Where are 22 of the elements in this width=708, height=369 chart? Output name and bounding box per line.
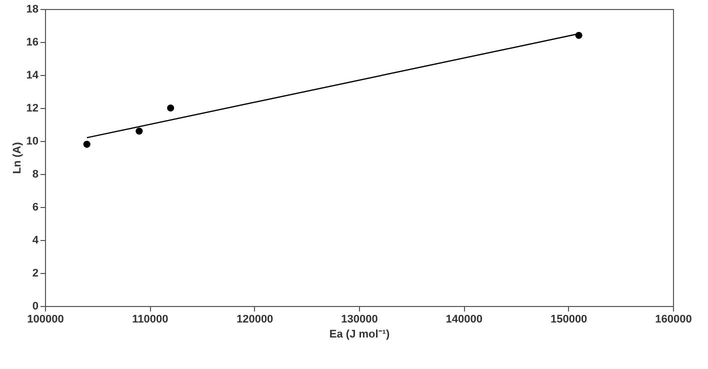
x-tick-label: 100000 <box>27 314 64 326</box>
y-axis-title: Ln (A) <box>11 142 24 174</box>
x-axis-title: Ea (J mol⁻¹) <box>329 328 390 340</box>
y-tick-label: 0 <box>32 300 38 312</box>
x-tick-label: 120000 <box>236 314 274 326</box>
x-tick-label: 110000 <box>132 314 168 326</box>
y-tick-label: 10 <box>26 136 38 148</box>
point <box>83 140 90 148</box>
point <box>167 104 174 112</box>
y-tick-label: 16 <box>26 36 38 48</box>
x-tick-label: 140000 <box>446 314 483 326</box>
y-tick-label: 12 <box>26 102 38 114</box>
y-tick-label: 4 <box>32 234 40 246</box>
x-tick-label: 150000 <box>550 314 588 326</box>
y-tick-label: 14 <box>26 70 40 82</box>
y-tick-label: 8 <box>32 168 38 180</box>
x-tick-label: 130000 <box>341 314 378 326</box>
point <box>136 128 143 135</box>
y-tick-label: 2 <box>32 268 38 280</box>
y-tick-label: 6 <box>32 202 38 214</box>
x-tick-label: 160000 <box>655 314 692 326</box>
y-tick-label: 18 <box>26 4 38 16</box>
